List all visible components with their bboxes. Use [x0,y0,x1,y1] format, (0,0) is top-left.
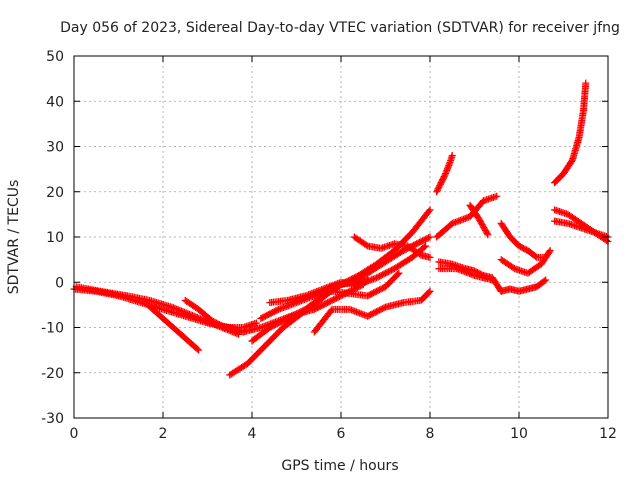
grid [74,56,608,418]
data-point [546,247,554,255]
data-point [420,243,428,251]
data-point [433,186,441,194]
data-point [220,323,228,331]
data-point [426,206,434,214]
y-tick-label: 40 [46,94,64,110]
data-point [426,233,434,241]
data-point [436,182,444,190]
x-tick-label: 8 [426,426,435,442]
data-point [509,264,517,272]
data-point [394,270,402,278]
y-axis-label: SDTVAR / TECUs [6,180,22,295]
data-point [426,253,434,261]
y-tick-label: -10 [41,321,64,337]
series-arc-k [328,269,403,300]
data-point [425,288,433,296]
data-point [273,306,281,314]
y-tick-label: 30 [46,140,64,156]
data-point [440,173,448,181]
data-point [582,79,590,87]
data-point [425,234,433,242]
data-point [484,231,492,239]
data-point [439,176,447,184]
data-point [532,252,540,260]
data-point [437,179,445,187]
series-arc-r [497,219,550,261]
x-tick-label: 0 [70,426,79,442]
series-arc-s [497,276,550,295]
data-point [603,237,611,245]
y-tick-label: 0 [55,275,64,291]
series-arc-c [141,299,203,354]
series-arc-t [497,247,554,277]
data-point [545,248,553,256]
x-tick-label: 10 [510,426,528,442]
axis-ticks: 0 2 4 6 8 10 12 -30 -20 -10 0 10 20 30 40 50 [41,49,617,442]
data-point [395,269,403,277]
y-tick-label: -20 [41,366,64,382]
data-point [542,276,550,284]
y-tick-label: 20 [46,185,64,201]
data-point [434,185,442,193]
data-point [483,229,491,237]
series-arc-d [181,296,260,331]
y-tick-label: -30 [41,411,64,427]
data-point [435,183,443,191]
series-arc-m [433,152,456,196]
x-tick-label: 4 [248,426,257,442]
data-point [426,287,434,295]
data-point [439,174,447,182]
x-tick-label: 12 [599,426,617,442]
data-point [436,180,444,188]
x-axis-label: GPS time / hours [281,458,398,474]
data-point [425,207,433,215]
data-point [235,330,243,338]
data-point [448,152,456,160]
data-point [195,346,203,354]
data-point [441,171,449,179]
series-arc-u [551,79,590,187]
series-arc-l [350,233,434,261]
y-tick-label: 50 [46,49,64,65]
x-tick-label: 6 [337,426,346,442]
series-arc-i [266,242,430,307]
series-arc-o [466,201,492,239]
series-arc-q [435,265,496,284]
chart-title: Day 056 of 2023, Sidereal Day-to-day VTE… [60,20,620,36]
data-point [193,345,201,353]
series-arc-j [310,287,434,336]
data-point [488,276,496,284]
data-points [70,79,612,379]
x-tick-label: 2 [159,426,168,442]
data-point [493,192,501,200]
data-point [362,241,370,249]
data-point [540,277,548,285]
data-point [422,242,430,250]
series-arc-w [551,217,612,246]
data-point [433,188,441,196]
y-tick-label: 10 [46,230,64,246]
data-point [438,177,446,185]
data-point [380,304,388,312]
